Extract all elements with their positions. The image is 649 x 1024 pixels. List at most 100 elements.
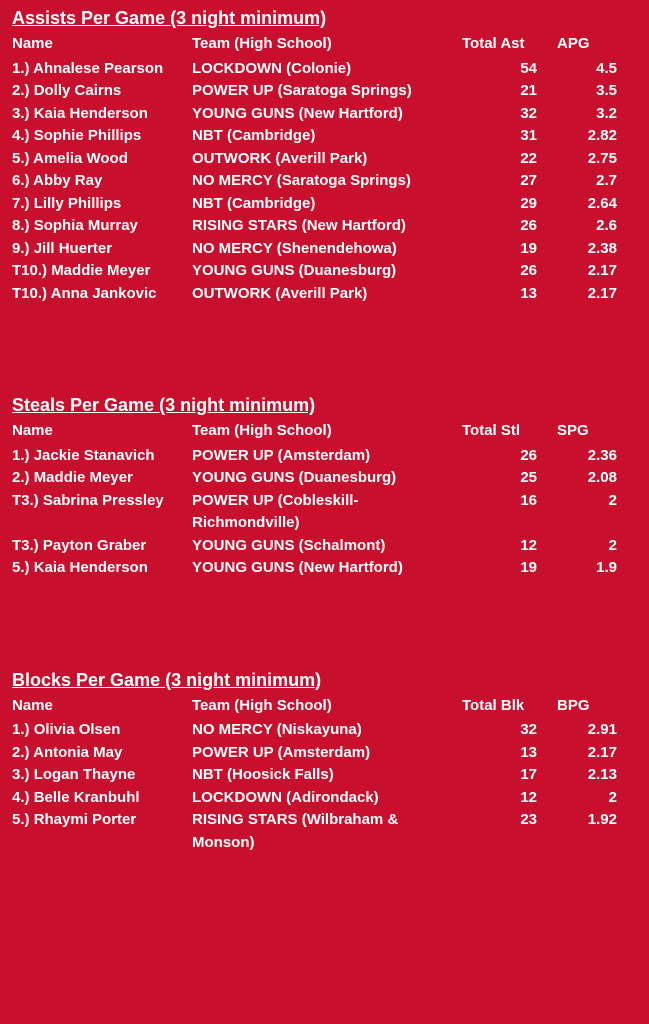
- table-row: 3.) Kaia HendersonYOUNG GUNS (New Hartfo…: [12, 103, 637, 126]
- cell-team: RISING STARS (New Hartford): [192, 215, 462, 238]
- cell-name: 5.) Amelia Wood: [12, 148, 192, 171]
- cell-player: Jackie Stanavich: [34, 447, 155, 464]
- cell-avg: 2.17: [537, 260, 617, 283]
- cell-avg: 1.9: [537, 557, 617, 580]
- cell-rank: 3.): [12, 766, 30, 783]
- header-name: Name: [12, 420, 192, 443]
- cell-player: Amelia Wood: [33, 150, 128, 167]
- table-row: 1.) Ahnalese PearsonLOCKDOWN (Colonie)54…: [12, 58, 637, 81]
- cell-avg: 2: [537, 490, 617, 513]
- cell-avg: 2.7: [537, 170, 617, 193]
- cell-name: 9.) Jill Huerter: [12, 238, 192, 261]
- cell-player: Lilly Phillips: [34, 195, 122, 212]
- cell-total: 32: [462, 103, 537, 126]
- cell-team: NBT (Hoosick Falls): [192, 764, 462, 787]
- cell-team: YOUNG GUNS (Schalmont): [192, 535, 462, 558]
- cell-total: 32: [462, 719, 537, 742]
- cell-total: 19: [462, 238, 537, 261]
- cell-avg: 2.17: [537, 283, 617, 306]
- cell-total: 25: [462, 467, 537, 490]
- cell-player: Anna Jankovic: [51, 285, 157, 302]
- cell-avg: 1.92: [537, 809, 617, 832]
- stat-section: Assists Per Game (3 night minimum)NameTe…: [12, 8, 637, 305]
- cell-name: 2.) Dolly Cairns: [12, 80, 192, 103]
- cell-player: Ahnalese Pearson: [33, 60, 163, 77]
- cell-rank: 5.): [12, 811, 30, 828]
- cell-team: LOCKDOWN (Adirondack): [192, 787, 462, 810]
- cell-name: 7.) Lilly Phillips: [12, 193, 192, 216]
- cell-name: 8.) Sophia Murray: [12, 215, 192, 238]
- cell-team: YOUNG GUNS (Duanesburg): [192, 467, 462, 490]
- cell-team: NO MERCY (Shenendehowa): [192, 238, 462, 261]
- header-team: Team (High School): [192, 695, 462, 718]
- cell-rank: 5.): [12, 150, 30, 167]
- cell-player: Logan Thayne: [34, 766, 136, 783]
- cell-name: 5.) Rhaymi Porter: [12, 809, 192, 832]
- table-row: 4.) Belle KranbuhlLOCKDOWN (Adirondack)1…: [12, 787, 637, 810]
- cell-total: 13: [462, 283, 537, 306]
- table-row: 3.) Logan ThayneNBT (Hoosick Falls)172.1…: [12, 764, 637, 787]
- table-row: 2.) Maddie MeyerYOUNG GUNS (Duanesburg)2…: [12, 467, 637, 490]
- cell-rank: 4.): [12, 127, 30, 144]
- cell-total: 29: [462, 193, 537, 216]
- cell-name: 1.) Jackie Stanavich: [12, 445, 192, 468]
- table-row: T10.) Anna JankovicOUTWORK (Averill Park…: [12, 283, 637, 306]
- table-row: 7.) Lilly PhillipsNBT (Cambridge)292.64: [12, 193, 637, 216]
- cell-team: NO MERCY (Niskayuna): [192, 719, 462, 742]
- table-row: 2.) Antonia MayPOWER UP (Amsterdam)132.1…: [12, 742, 637, 765]
- cell-rank: 2.): [12, 744, 30, 761]
- cell-team: OUTWORK (Averill Park): [192, 148, 462, 171]
- cell-total: 16: [462, 490, 537, 513]
- cell-total: 26: [462, 215, 537, 238]
- stat-section: Steals Per Game (3 night minimum)NameTea…: [12, 395, 637, 580]
- cell-name: T10.) Maddie Meyer: [12, 260, 192, 283]
- cell-rank: 9.): [12, 240, 30, 257]
- cell-avg: 2.91: [537, 719, 617, 742]
- cell-team: POWER UP (Amsterdam): [192, 742, 462, 765]
- cell-total: 26: [462, 445, 537, 468]
- cell-rank: 1.): [12, 447, 30, 464]
- cell-player: Kaia Henderson: [34, 105, 148, 122]
- cell-rank: 8.): [12, 217, 30, 234]
- header-avg: APG: [557, 33, 617, 56]
- section-title: Blocks Per Game (3 night minimum): [12, 670, 637, 691]
- cell-total: 12: [462, 535, 537, 558]
- cell-player: Sophie Phillips: [34, 127, 142, 144]
- table-row: 2.) Dolly CairnsPOWER UP (Saratoga Sprin…: [12, 80, 637, 103]
- cell-name: 4.) Belle Kranbuhl: [12, 787, 192, 810]
- cell-team: NO MERCY (Saratoga Springs): [192, 170, 462, 193]
- cell-team: RISING STARS (Wilbraham & Monson): [192, 809, 462, 854]
- table-row: T10.) Maddie MeyerYOUNG GUNS (Duanesburg…: [12, 260, 637, 283]
- cell-name: 4.) Sophie Phillips: [12, 125, 192, 148]
- cell-player: Kaia Henderson: [34, 559, 148, 576]
- header-row: NameTeam (High School)Total BlkBPG: [12, 695, 637, 718]
- cell-player: Belle Kranbuhl: [34, 789, 140, 806]
- cell-avg: 2: [537, 787, 617, 810]
- cell-rank: 6.): [12, 172, 30, 189]
- cell-name: 2.) Maddie Meyer: [12, 467, 192, 490]
- cell-avg: 2.36: [537, 445, 617, 468]
- cell-avg: 2.17: [537, 742, 617, 765]
- cell-avg: 2.13: [537, 764, 617, 787]
- cell-rank: 1.): [12, 721, 30, 738]
- cell-player: Olivia Olsen: [34, 721, 121, 738]
- cell-name: 3.) Logan Thayne: [12, 764, 192, 787]
- cell-team: LOCKDOWN (Colonie): [192, 58, 462, 81]
- cell-rank: 2.): [12, 469, 30, 486]
- header-team: Team (High School): [192, 33, 462, 56]
- cell-player: Dolly Cairns: [34, 82, 122, 99]
- cell-avg: 2.38: [537, 238, 617, 261]
- cell-name: 3.) Kaia Henderson: [12, 103, 192, 126]
- cell-team: YOUNG GUNS (New Hartford): [192, 557, 462, 580]
- header-avg: BPG: [557, 695, 617, 718]
- table-row: 4.) Sophie PhillipsNBT (Cambridge)312.82: [12, 125, 637, 148]
- header-total: Total Stl: [462, 420, 557, 443]
- cell-total: 31: [462, 125, 537, 148]
- cell-avg: 2.82: [537, 125, 617, 148]
- table-row: 8.) Sophia MurrayRISING STARS (New Hartf…: [12, 215, 637, 238]
- table-row: 1.) Jackie StanavichPOWER UP (Amsterdam)…: [12, 445, 637, 468]
- cell-player: Sabrina Pressley: [43, 492, 164, 509]
- cell-name: T10.) Anna Jankovic: [12, 283, 192, 306]
- cell-rank: T10.): [12, 262, 47, 279]
- header-row: NameTeam (High School)Total StlSPG: [12, 420, 637, 443]
